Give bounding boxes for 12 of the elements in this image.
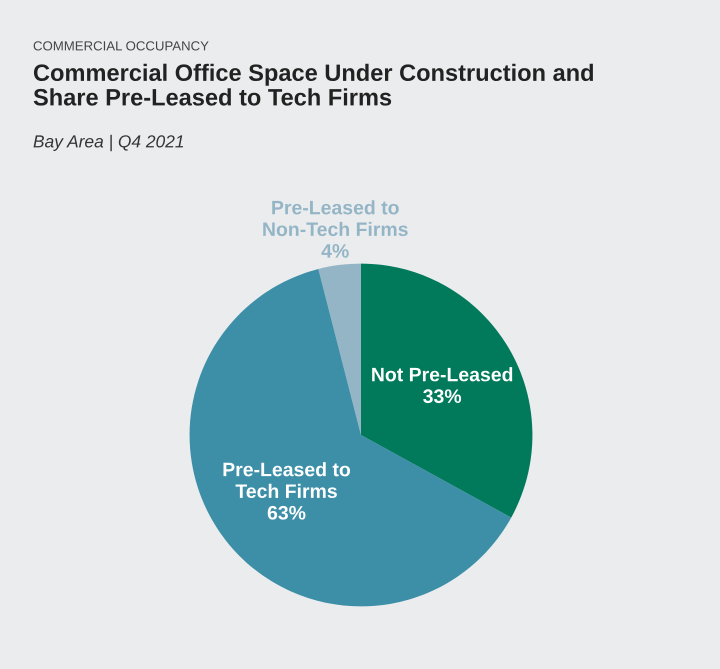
pie-slice — [190, 268, 512, 606]
data-label: 33% — [423, 389, 462, 404]
text: COMMERCIAL OCCUPANCY — [34, 41, 209, 51]
pie-slice — [361, 264, 532, 518]
data-label: 63% — [268, 506, 306, 520]
slice-label: Pre-Leased to Non-Tech Firms — [263, 200, 408, 236]
slice-label: Pre-Leased to Tech Firms — [224, 462, 350, 498]
chart-subtitle: Bay Area | Q4 2021 — [34, 134, 184, 152]
pie-slice — [318, 264, 361, 435]
slice-label: Not Pre-Leased — [372, 367, 512, 382]
data-label: 4% — [321, 244, 349, 258]
chart-title: Commercial Office Space Under Construction and Share Pre-Leased to Tech Firms — [34, 64, 593, 106]
